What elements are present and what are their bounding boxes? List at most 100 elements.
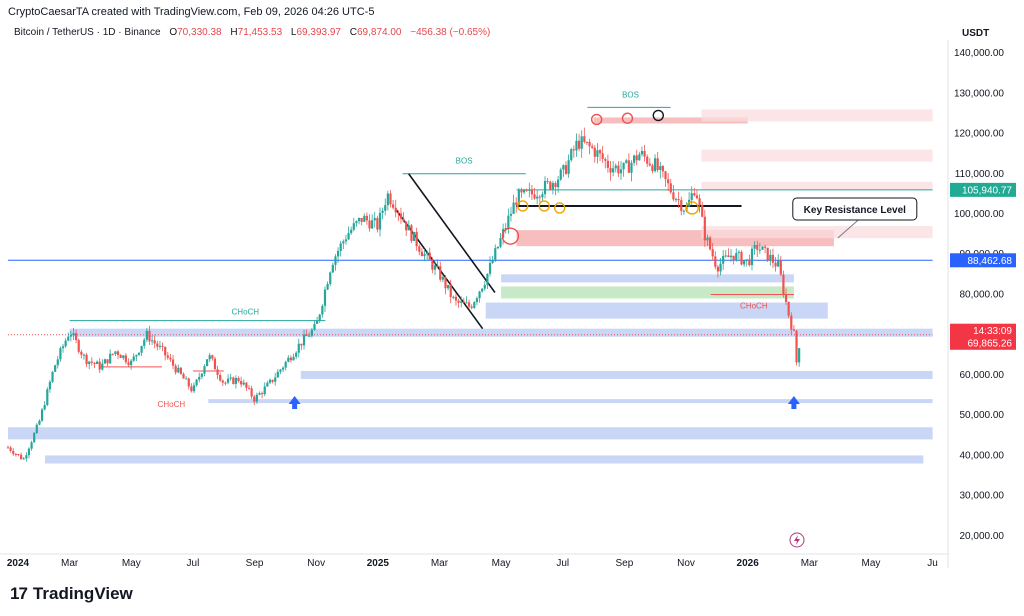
candle-body: [46, 389, 49, 406]
candle-body: [308, 335, 311, 337]
candle-body: [447, 284, 450, 289]
price-label-0: 105,940.77: [962, 185, 1012, 196]
symbol-name[interactable]: Bitcoin / TetherUS · 1D · Binance: [14, 27, 161, 38]
marker-circle-2: [652, 109, 664, 122]
candle-body: [661, 166, 665, 172]
candle-body: [771, 254, 775, 263]
open-label: O: [169, 27, 178, 38]
candle-body: [457, 300, 460, 303]
zone-red_light-11: [701, 149, 933, 162]
candle-body: [486, 273, 489, 285]
callout-text: Key Resistance Level: [804, 205, 907, 216]
candle-body: [609, 167, 612, 173]
candle-body: [708, 237, 712, 250]
candle-body: [90, 361, 93, 363]
x-tick-label-5: Nov: [307, 558, 325, 569]
candle-body: [397, 212, 400, 214]
candle-body: [722, 255, 725, 264]
candle-body: [326, 283, 329, 290]
candle-body: [80, 351, 83, 355]
candle-body: [617, 165, 620, 174]
marker-circle-3: [516, 200, 529, 212]
candle-body: [612, 168, 615, 173]
x-tick-label-1: Mar: [61, 558, 79, 569]
candle-body: [412, 231, 416, 241]
candle-body: [166, 355, 169, 358]
zone-red-9: [593, 117, 748, 124]
price-unit-label: USDT: [962, 28, 990, 39]
candle-body: [698, 198, 701, 205]
candle-body: [190, 386, 193, 392]
candle-body: [627, 160, 630, 173]
candle-body: [719, 263, 722, 272]
candle-body: [67, 336, 70, 341]
candle-body: [258, 393, 261, 395]
candle-body: [171, 359, 175, 366]
candle-body: [38, 420, 41, 425]
candle-body: [156, 343, 159, 347]
zone-blue-3: [8, 427, 933, 440]
candle-body: [12, 450, 15, 454]
price-label-bg-0: [950, 182, 1016, 197]
annotation-label-0: CHoCH: [232, 308, 260, 317]
candle-body: [77, 340, 80, 352]
candle-body: [758, 249, 761, 251]
candle-body: [394, 207, 397, 213]
candle-body: [635, 155, 638, 161]
candle-body: [426, 252, 429, 255]
candle-body: [336, 250, 340, 257]
zone-red_light-12: [701, 226, 933, 239]
candle-body: [504, 228, 507, 230]
high-value: 71,453.53: [237, 27, 283, 38]
candle-body: [648, 163, 651, 166]
candle-body: [135, 354, 138, 357]
price-label-2: 14:33:09: [973, 326, 1012, 337]
candle-body: [779, 260, 782, 275]
candle-body: [174, 365, 177, 373]
candle-body: [546, 180, 549, 182]
candle-body: [130, 360, 133, 366]
candle-body: [444, 277, 447, 289]
candle-body: [743, 260, 746, 265]
candle-body: [763, 246, 767, 248]
zone-blue-6: [501, 274, 794, 283]
candle-body: [703, 216, 706, 241]
candle-body: [247, 387, 251, 389]
candle-body: [481, 288, 484, 292]
candle-body: [557, 179, 560, 188]
candle-body: [766, 247, 769, 261]
x-tick-label-15: Ju: [927, 558, 938, 569]
x-tick-label-0: 2024: [7, 558, 30, 569]
candle-body: [153, 340, 156, 344]
candle-body: [103, 359, 107, 364]
candle-body: [242, 382, 245, 385]
price-label-bg-2: [950, 323, 1016, 338]
candle-body: [216, 369, 219, 375]
candle-body: [577, 140, 581, 149]
candle-body: [284, 361, 287, 368]
lightning-icon-ring: [789, 532, 805, 548]
candle-body: [499, 237, 502, 247]
candle-body: [30, 442, 33, 449]
candle-body: [452, 296, 455, 298]
candle-body: [711, 249, 714, 257]
candle-body: [410, 225, 413, 241]
candle-body: [512, 202, 515, 214]
candle-body: [6, 447, 10, 449]
candle-body: [192, 385, 196, 392]
candle-body: [302, 334, 306, 346]
candle-body: [145, 330, 148, 340]
candle-body: [237, 377, 240, 382]
low-value: 69,393.97: [296, 27, 341, 38]
candle-body: [554, 183, 557, 188]
candle-body: [423, 254, 426, 257]
candle-body: [549, 181, 552, 190]
candle-body: [727, 255, 730, 258]
candle-body: [195, 379, 198, 386]
candle-body: [158, 345, 162, 347]
candle-body: [517, 190, 520, 205]
candle-body: [389, 193, 392, 205]
candle-body: [701, 204, 704, 217]
candle-body: [221, 380, 224, 383]
